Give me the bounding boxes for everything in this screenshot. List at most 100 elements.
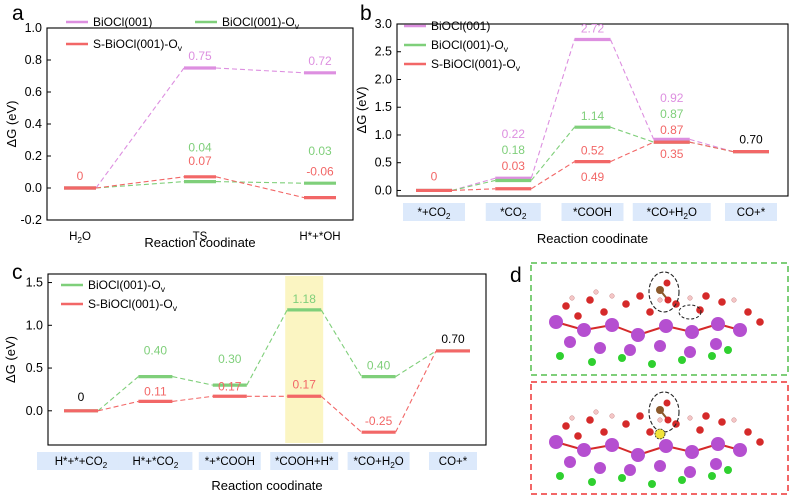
series-connector xyxy=(215,181,305,184)
category-box xyxy=(347,452,410,470)
series-connector xyxy=(172,376,213,386)
y-tick-label: 1.0 xyxy=(26,318,43,332)
series-connector xyxy=(97,376,139,412)
data-label: 0.03 xyxy=(308,144,332,158)
series-connector xyxy=(95,176,185,189)
adsorbate-highlight xyxy=(648,271,680,313)
x-tick-label: *+CO2 xyxy=(417,207,450,221)
category-box xyxy=(632,203,711,221)
bi-atom xyxy=(654,460,666,472)
category-box xyxy=(725,203,777,221)
data-label: -0.06 xyxy=(306,165,334,179)
panel-c-chart: H*+*+CO2 H*+*CO2 *+*COOH *COOH+H* *CO+H2O CO+… xyxy=(3,273,487,493)
category-box xyxy=(198,452,261,470)
bi-atom xyxy=(659,319,673,333)
panel-a-chart: H2O TS H*+*OH -0.2 0.0 0.2 0.4 0.6 0.8 1.0 ΔG (eV)… xyxy=(4,15,354,250)
bi-atom xyxy=(564,456,576,468)
o-atom xyxy=(664,416,672,424)
bi-atom xyxy=(711,317,725,331)
bi-atom xyxy=(684,346,696,358)
data-label: 0.22 xyxy=(502,127,526,141)
cl-atom xyxy=(588,478,596,486)
y-tick-label: 0.5 xyxy=(375,156,392,170)
o-atom xyxy=(718,418,726,426)
bi-atom xyxy=(685,445,699,459)
bi-atom xyxy=(605,438,619,452)
h-atom xyxy=(593,289,599,295)
x-tick-label: H*+*OH xyxy=(299,231,340,243)
x-tick-label: TS xyxy=(193,231,208,243)
cl-atom xyxy=(618,354,626,362)
data-label: 0.92 xyxy=(660,91,684,105)
h-atom xyxy=(657,417,663,423)
series-connector xyxy=(320,309,363,377)
bi-atom xyxy=(549,435,563,449)
cl-atom xyxy=(678,476,686,484)
x-tick-label: CO+* xyxy=(737,207,766,219)
bi-atom xyxy=(654,340,666,352)
data-label: 0.72 xyxy=(308,54,332,68)
bi-atom xyxy=(594,342,606,354)
bi-atom xyxy=(631,448,645,462)
data-label: 1.18 xyxy=(293,292,317,306)
x-tick-label: H2O xyxy=(69,231,91,245)
o-atom xyxy=(702,412,710,420)
cl-atom xyxy=(556,352,564,360)
y-tick-label: 0.8 xyxy=(25,53,42,67)
data-label: 0.30 xyxy=(218,352,242,366)
o-atom xyxy=(622,300,630,308)
series-connector xyxy=(215,176,305,199)
o-atom xyxy=(663,399,671,407)
data-label: 0.07 xyxy=(188,154,212,168)
data-label: 0.11 xyxy=(144,384,167,398)
series-connector xyxy=(320,395,362,433)
o-atom xyxy=(600,428,608,436)
data-label: 2.72 xyxy=(581,22,605,36)
bi-atom xyxy=(711,437,725,451)
cl-atom xyxy=(724,466,732,474)
bi-atom xyxy=(733,323,747,337)
y-tick-label: 1.0 xyxy=(25,21,42,35)
x-tick-label: *CO+H2O xyxy=(647,207,697,221)
legend-entry: S-BiOCl(001)-Ov xyxy=(88,297,178,313)
legend-entry: BiOCl(001)-Ov xyxy=(431,38,509,54)
data-label: 0.17 xyxy=(293,377,317,391)
panel-d-structures xyxy=(530,262,789,495)
panel-letters: a b c d xyxy=(12,2,522,287)
cl-atom xyxy=(648,480,656,488)
cl-atom xyxy=(678,356,686,364)
s-atom xyxy=(654,428,666,440)
cl-atom xyxy=(648,360,656,368)
y-tick-label: 0.4 xyxy=(25,117,42,131)
y-tick-label: 2.5 xyxy=(375,45,392,59)
plot-frame xyxy=(396,23,789,197)
o-atom xyxy=(663,279,671,287)
y-tick-label: 2.0 xyxy=(375,72,392,86)
data-label: 0.18 xyxy=(502,143,526,157)
series-connector xyxy=(530,161,575,190)
y-tick-label: 0.0 xyxy=(25,181,42,195)
adsorbate-highlight xyxy=(648,391,680,433)
category-box xyxy=(561,203,624,221)
bi-atom xyxy=(624,464,636,476)
data-label: 0.40 xyxy=(144,344,168,358)
c-atom xyxy=(656,406,664,414)
x-tick-label: *COOH+H* xyxy=(275,456,334,468)
h-atom xyxy=(569,415,575,421)
cl-atom xyxy=(588,358,596,366)
o-atom xyxy=(574,432,582,440)
x-axis-label: Reaction coodinate xyxy=(144,235,255,250)
y-tick-label: 1.5 xyxy=(375,100,392,114)
x-axis-label: Reaction coodinate xyxy=(211,478,322,493)
series-connector xyxy=(689,141,734,153)
series-connector xyxy=(689,141,734,153)
legend-entry: BiOCl(001) xyxy=(431,19,490,33)
bi-atom xyxy=(733,443,747,457)
y-tick-label: 0.0 xyxy=(26,404,43,418)
y-tick-label: 0.0 xyxy=(375,183,392,197)
cl-atom xyxy=(724,346,732,354)
x-tick-label: *CO+H2O xyxy=(353,456,403,470)
series-connector xyxy=(609,39,655,140)
series-connector xyxy=(95,181,185,189)
series-connector xyxy=(689,138,734,153)
